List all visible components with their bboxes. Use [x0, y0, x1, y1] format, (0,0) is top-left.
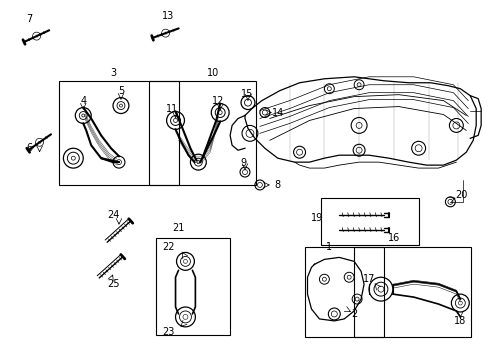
Text: 4: 4 — [80, 96, 86, 105]
Text: 23: 23 — [162, 327, 174, 337]
Text: 1: 1 — [325, 243, 332, 252]
Text: 18: 18 — [453, 316, 466, 326]
Text: 5: 5 — [118, 86, 124, 96]
Text: 19: 19 — [311, 213, 323, 223]
Text: 8: 8 — [274, 180, 280, 190]
Bar — [148, 81, 255, 185]
Text: 21: 21 — [172, 222, 184, 233]
Text: 7: 7 — [26, 14, 33, 24]
Text: 13: 13 — [161, 11, 173, 21]
Bar — [353, 247, 470, 337]
Text: 3: 3 — [110, 68, 116, 78]
Text: 9: 9 — [240, 158, 245, 168]
Text: 16: 16 — [387, 233, 399, 243]
Text: 24: 24 — [106, 210, 119, 220]
Text: 25: 25 — [106, 279, 119, 289]
Bar — [304, 247, 383, 337]
Text: 6: 6 — [26, 143, 33, 153]
Text: 14: 14 — [271, 108, 284, 117]
Bar — [60, 81, 178, 185]
Text: 22: 22 — [162, 243, 175, 252]
Text: 12: 12 — [212, 96, 224, 105]
Text: 20: 20 — [454, 190, 467, 200]
Bar — [155, 238, 230, 335]
Text: 15: 15 — [240, 89, 253, 99]
Text: 17: 17 — [362, 274, 374, 284]
Bar — [321, 198, 418, 246]
Text: 2: 2 — [350, 309, 357, 319]
Text: 11: 11 — [166, 104, 178, 113]
Text: 10: 10 — [207, 68, 219, 78]
